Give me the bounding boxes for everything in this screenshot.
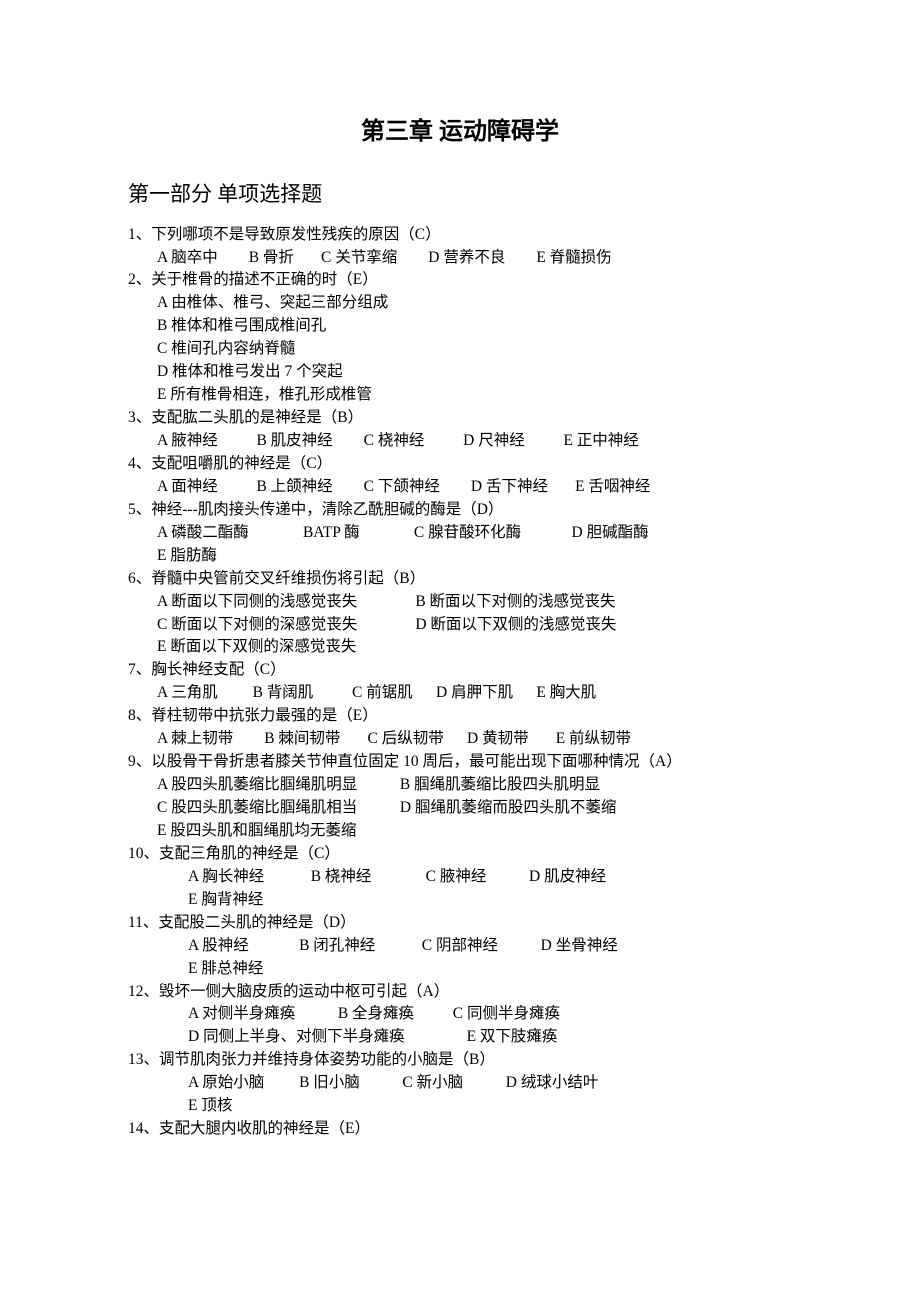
option-line: A 三角肌 B 背阔肌 C 前锯肌 D 肩胛下肌 E 胸大肌: [128, 682, 792, 705]
question-block: 7、胸长神经支配（C）A 三角肌 B 背阔肌 C 前锯肌 D 肩胛下肌 E 胸大…: [128, 659, 792, 705]
question-block: 14、支配大腿内收肌的神经是（E）: [128, 1118, 792, 1141]
question-stem: 14、支配大腿内收肌的神经是（E）: [128, 1118, 792, 1141]
option-line: A 面神经 B 上颌神经 C 下颌神经 D 舌下神经 E 舌咽神经: [128, 476, 792, 499]
questions-container: 1、下列哪项不是导致原发性残疾的原因（C）A 脑卒中 B 骨折 C 关节挛缩 D…: [128, 224, 792, 1142]
option-line: E 断面以下双侧的深感觉丧失: [128, 636, 792, 659]
question-block: 2、关于椎骨的描述不正确的时（E）A 由椎体、椎弓、突起三部分组成B 椎体和椎弓…: [128, 269, 792, 407]
option-line: A 对侧半身瘫痪 B 全身瘫痪 C 同侧半身瘫痪: [128, 1003, 792, 1026]
option-line: B 椎体和椎弓围成椎间孔: [128, 315, 792, 338]
option-line: A 原始小脑 B 旧小脑 C 新小脑 D 绒球小结叶: [128, 1072, 792, 1095]
option-line: A 腋神经 B 肌皮神经 C 桡神经 D 尺神经 E 正中神经: [128, 430, 792, 453]
section-title: 第一部分 单项选择题: [128, 179, 792, 210]
option-line: D 同侧上半身、对侧下半身瘫痪 E 双下肢瘫痪: [128, 1026, 792, 1049]
option-line: E 顶核: [128, 1095, 792, 1118]
option-line: E 股四头肌和腘绳肌均无萎缩: [128, 820, 792, 843]
question-stem: 13、调节肌肉张力并维持身体姿势功能的小脑是（B）: [128, 1049, 792, 1072]
question-block: 6、脊髓中央管前交叉纤维损伤将引起（B）A 断面以下同侧的浅感觉丧失 B 断面以…: [128, 568, 792, 660]
question-stem: 8、脊柱韧带中抗张力最强的是（E）: [128, 705, 792, 728]
option-line: E 脂肪酶: [128, 545, 792, 568]
question-stem: 3、支配肱二头肌的是神经是（B）: [128, 407, 792, 430]
question-block: 11、支配股二头肌的神经是（D）A 股神经 B 闭孔神经 C 阴部神经 D 坐骨…: [128, 912, 792, 981]
option-line: A 磷酸二酯酶 BATP 酶 C 腺苷酸环化酶 D 胆碱酯酶: [128, 522, 792, 545]
option-line: C 断面以下对侧的深感觉丧失 D 断面以下双侧的浅感觉丧失: [128, 614, 792, 637]
question-block: 10、支配三角肌的神经是（C）A 胸长神经 B 桡神经 C 腋神经 D 肌皮神经…: [128, 843, 792, 912]
question-block: 1、下列哪项不是导致原发性残疾的原因（C）A 脑卒中 B 骨折 C 关节挛缩 D…: [128, 224, 792, 270]
option-line: C 椎间孔内容纳脊髓: [128, 338, 792, 361]
question-stem: 7、胸长神经支配（C）: [128, 659, 792, 682]
question-stem: 9、以股骨干骨折患者膝关节伸直位固定 10 周后，最可能出现下面哪种情况（A）: [128, 751, 792, 774]
question-block: 8、脊柱韧带中抗张力最强的是（E）A 棘上韧带 B 棘间韧带 C 后纵韧带 D …: [128, 705, 792, 751]
question-stem: 5、神经---肌肉接头传递中，清除乙酰胆碱的酶是（D）: [128, 499, 792, 522]
question-block: 3、支配肱二头肌的是神经是（B）A 腋神经 B 肌皮神经 C 桡神经 D 尺神经…: [128, 407, 792, 453]
question-stem: 4、支配咀嚼肌的神经是（C）: [128, 453, 792, 476]
question-stem: 10、支配三角肌的神经是（C）: [128, 843, 792, 866]
option-line: A 断面以下同侧的浅感觉丧失 B 断面以下对侧的浅感觉丧失: [128, 591, 792, 614]
option-line: D 椎体和椎弓发出 7 个突起: [128, 361, 792, 384]
question-stem: 2、关于椎骨的描述不正确的时（E）: [128, 269, 792, 292]
option-line: E 所有椎骨相连，椎孔形成椎管: [128, 384, 792, 407]
question-stem: 6、脊髓中央管前交叉纤维损伤将引起（B）: [128, 568, 792, 591]
option-line: A 股神经 B 闭孔神经 C 阴部神经 D 坐骨神经: [128, 935, 792, 958]
question-stem: 11、支配股二头肌的神经是（D）: [128, 912, 792, 935]
option-line: E 胸背神经: [128, 889, 792, 912]
option-line: A 棘上韧带 B 棘间韧带 C 后纵韧带 D 黄韧带 E 前纵韧带: [128, 728, 792, 751]
question-block: 4、支配咀嚼肌的神经是（C）A 面神经 B 上颌神经 C 下颌神经 D 舌下神经…: [128, 453, 792, 499]
question-block: 12、毁坏一侧大脑皮质的运动中枢可引起（A）A 对侧半身瘫痪 B 全身瘫痪 C …: [128, 981, 792, 1050]
document-page: 第三章 运动障碍学 第一部分 单项选择题 1、下列哪项不是导致原发性残疾的原因（…: [0, 0, 920, 1141]
option-line: E 腓总神经: [128, 958, 792, 981]
option-line: A 脑卒中 B 骨折 C 关节挛缩 D 营养不良 E 脊髓损伤: [128, 247, 792, 270]
question-block: 5、神经---肌肉接头传递中，清除乙酰胆碱的酶是（D）A 磷酸二酯酶 BATP …: [128, 499, 792, 568]
question-stem: 1、下列哪项不是导致原发性残疾的原因（C）: [128, 224, 792, 247]
chapter-title: 第三章 运动障碍学: [128, 115, 792, 151]
option-line: A 胸长神经 B 桡神经 C 腋神经 D 肌皮神经: [128, 866, 792, 889]
question-block: 9、以股骨干骨折患者膝关节伸直位固定 10 周后，最可能出现下面哪种情况（A）A…: [128, 751, 792, 843]
question-stem: 12、毁坏一侧大脑皮质的运动中枢可引起（A）: [128, 981, 792, 1004]
option-line: C 股四头肌萎缩比腘绳肌相当 D 腘绳肌萎缩而股四头肌不萎缩: [128, 797, 792, 820]
option-line: A 股四头肌萎缩比腘绳肌明显 B 腘绳肌萎缩比股四头肌明显: [128, 774, 792, 797]
question-block: 13、调节肌肉张力并维持身体姿势功能的小脑是（B）A 原始小脑 B 旧小脑 C …: [128, 1049, 792, 1118]
option-line: A 由椎体、椎弓、突起三部分组成: [128, 292, 792, 315]
